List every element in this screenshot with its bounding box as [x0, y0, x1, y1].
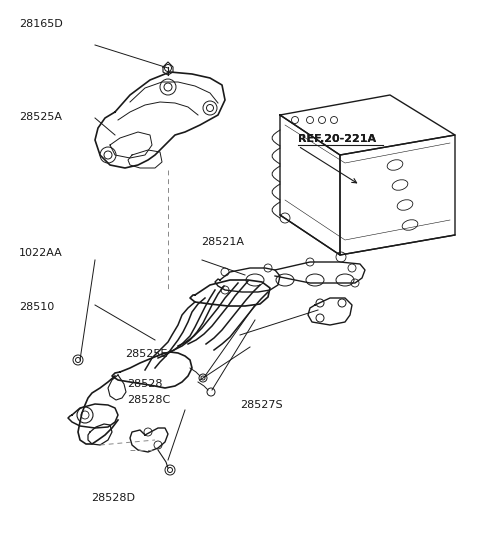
Text: 28527S: 28527S: [240, 400, 283, 410]
Text: 28521A: 28521A: [202, 237, 245, 247]
Text: REF.20-221A: REF.20-221A: [298, 134, 376, 144]
Text: REF.20-221A: REF.20-221A: [298, 134, 376, 144]
Text: 28528C: 28528C: [127, 395, 170, 405]
Text: 28525A: 28525A: [19, 112, 62, 122]
Text: 28528: 28528: [127, 379, 163, 388]
Text: 28525E: 28525E: [125, 349, 167, 358]
Text: 28528D: 28528D: [91, 493, 135, 503]
Text: 1022AA: 1022AA: [19, 248, 63, 258]
Text: 28510: 28510: [19, 302, 54, 312]
Text: 28165D: 28165D: [19, 20, 63, 29]
